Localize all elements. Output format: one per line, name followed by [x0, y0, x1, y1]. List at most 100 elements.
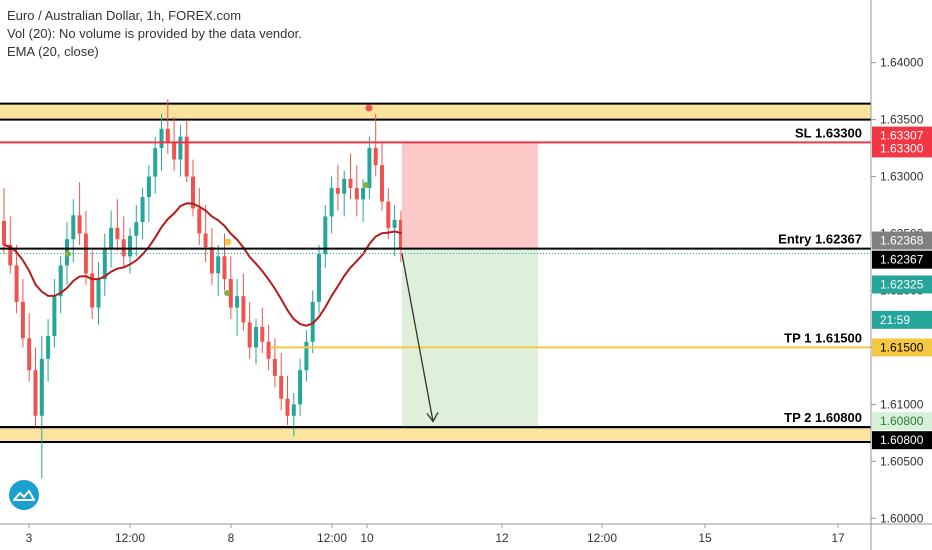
- support-zone: [0, 427, 871, 442]
- candle-body: [153, 148, 158, 177]
- signal-marker-green: [224, 290, 230, 296]
- x-tick-label: 10: [360, 531, 374, 545]
- candle-body: [20, 301, 25, 339]
- candle-body: [291, 404, 296, 416]
- price-badge-label: 1.62367: [880, 253, 924, 267]
- x-tick-label: 8: [228, 531, 235, 545]
- candle-body: [115, 227, 120, 240]
- candle-body: [304, 341, 309, 371]
- price-badge-label: 1.62368: [880, 234, 924, 248]
- x-tick-label: 17: [831, 531, 845, 545]
- candle-body: [373, 148, 378, 166]
- projection-arrow: [401, 253, 434, 422]
- candle-body: [266, 341, 271, 359]
- price-badge-label: 1.61500: [880, 340, 924, 354]
- level-label-tp1: TP 1 1.61500: [784, 330, 862, 345]
- price-badge: [872, 231, 932, 250]
- candle-body: [361, 187, 366, 200]
- x-tick-label: 15: [698, 531, 712, 545]
- x-tick-label: 12:00: [115, 531, 145, 545]
- price-badge: [872, 250, 932, 269]
- candle-body: [8, 244, 13, 266]
- tradingview-logo-icon[interactable]: [9, 480, 39, 510]
- stop-loss-zone: [401, 142, 538, 249]
- candle-body: [247, 322, 252, 348]
- candle-body: [146, 176, 151, 198]
- candle-body: [254, 326, 258, 348]
- candle-body: [386, 201, 391, 228]
- projection-arrowhead: [426, 412, 439, 423]
- candles-layer: [2, 99, 403, 479]
- overlay-layer: SL 1.63300 Entry 1.62367 TP 1 1.61500 TP 2 …: [0, 104, 871, 429]
- candle-body: [71, 215, 76, 240]
- signal-marker-red: [365, 104, 373, 112]
- candle-body: [191, 176, 195, 209]
- candle-body: [222, 256, 227, 280]
- candle-body: [323, 216, 328, 255]
- y-tick-label: 1.63000: [880, 170, 924, 184]
- candle-body: [52, 296, 57, 337]
- candle-body: [203, 233, 208, 248]
- candle-body: [298, 370, 303, 405]
- candle-body: [228, 279, 233, 308]
- level-label-tp2: TP 2 1.60800: [784, 410, 862, 425]
- signal-marker-yellow: [224, 238, 232, 246]
- candle-body: [241, 296, 246, 323]
- y-tick-label: 1.60500: [880, 454, 924, 468]
- candle-body: [329, 187, 334, 217]
- candle-body: [90, 273, 95, 308]
- candle-body: [134, 222, 139, 236]
- candle-body: [392, 219, 397, 228]
- candle-body: [83, 233, 88, 274]
- candle-body: [279, 375, 284, 399]
- candle-body: [342, 178, 347, 194]
- candle-body: [216, 256, 221, 274]
- signal-marker-green: [363, 182, 369, 188]
- candle-body: [39, 358, 44, 416]
- level-label-sl: SL 1.63300: [795, 125, 862, 140]
- candle-body: [140, 197, 145, 223]
- price-badge-label: 1.60800: [880, 414, 924, 428]
- price-badge-label: 1.62325: [880, 277, 924, 291]
- price-badge: [872, 310, 932, 329]
- chart-legend: Euro / Australian Dollar, 1h, FOREX.com …: [7, 7, 302, 61]
- candle-body: [197, 208, 202, 234]
- time-axis: 3 12:00 8 12:00 10 12 12:00 15 17: [0, 523, 932, 545]
- candle-body: [348, 178, 353, 188]
- x-tick-label: 12:00: [587, 531, 617, 545]
- price-axis: 1.600001.605001.610001.615001.620001.625…: [870, 0, 932, 550]
- candle-body: [272, 358, 277, 376]
- y-tick-label: 1.63500: [880, 113, 924, 127]
- price-badge: [872, 139, 932, 158]
- candle-body: [178, 136, 183, 160]
- candle-body: [354, 187, 359, 200]
- price-badge: [872, 412, 932, 431]
- y-tick-label: 1.60000: [880, 511, 924, 525]
- candle-body: [380, 165, 384, 202]
- y-tick-label: 1.64000: [880, 56, 924, 70]
- price-badge: [872, 275, 932, 294]
- x-tick-label: 12: [495, 531, 509, 545]
- y-tick-label: 1.61000: [880, 397, 924, 411]
- candle-body: [77, 215, 82, 234]
- candle-body: [172, 142, 177, 160]
- price-badge-label: 1.63300: [880, 141, 924, 155]
- candle-body: [209, 247, 214, 274]
- candle-body: [367, 148, 372, 188]
- candle-body: [317, 254, 321, 302]
- candle-body: [14, 265, 19, 302]
- candle-body: [165, 128, 170, 143]
- price-badge: [872, 431, 932, 450]
- price-badge-label: 1.63307: [880, 129, 924, 143]
- candle-body: [109, 227, 114, 250]
- candle-body: [102, 249, 107, 280]
- ema-line: [3, 202, 414, 327]
- candle-body: [159, 128, 164, 149]
- price-badge-label: 21:59: [880, 313, 910, 327]
- ema-note: EMA (20, close): [7, 44, 99, 59]
- price-badge: [872, 338, 932, 357]
- candle-body: [27, 338, 32, 371]
- price-badge-label: 1.60800: [880, 433, 924, 447]
- candle-body: [96, 279, 101, 308]
